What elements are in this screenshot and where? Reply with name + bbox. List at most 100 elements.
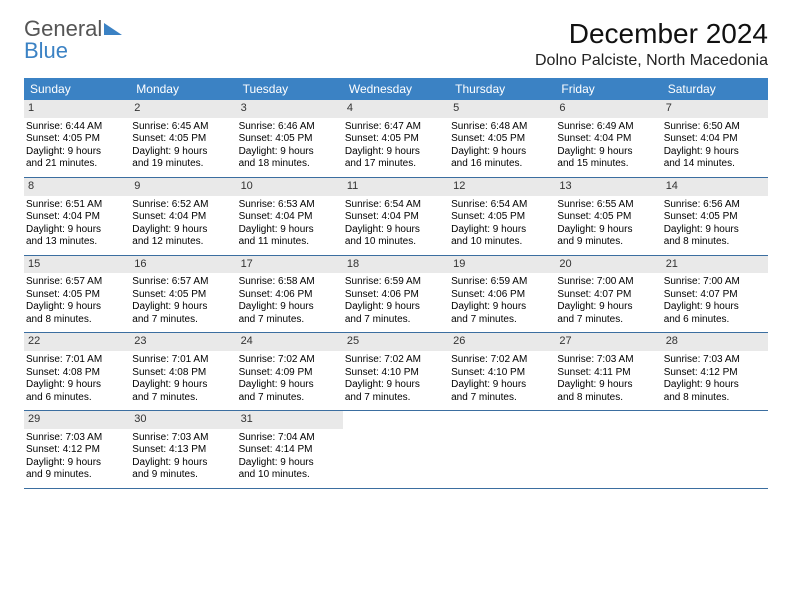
sunrise-line: Sunrise: 6:59 AM (345, 276, 447, 289)
day-number: 5 (449, 100, 555, 118)
sunrise-line: Sunrise: 7:03 AM (26, 432, 128, 445)
sunrise-line: Sunrise: 6:59 AM (451, 276, 553, 289)
day-number: 19 (449, 256, 555, 274)
calendar-day: 31Sunrise: 7:04 AMSunset: 4:14 PMDayligh… (237, 411, 343, 488)
sunset-line: Sunset: 4:04 PM (132, 211, 234, 224)
calendar-day: 6Sunrise: 6:49 AMSunset: 4:04 PMDaylight… (555, 100, 661, 177)
day-number: 2 (130, 100, 236, 118)
day-number: 9 (130, 178, 236, 196)
daylight-line-1: Daylight: 9 hours (557, 146, 659, 159)
sunset-line: Sunset: 4:08 PM (26, 367, 128, 380)
dow-cell: Saturday (662, 78, 768, 100)
sunrise-line: Sunrise: 6:47 AM (345, 121, 447, 134)
calendar-week: 29Sunrise: 7:03 AMSunset: 4:12 PMDayligh… (24, 411, 768, 489)
calendar-day: 7Sunrise: 6:50 AMSunset: 4:04 PMDaylight… (662, 100, 768, 177)
daylight-line-2: and 8 minutes. (664, 392, 766, 405)
daylight-line-2: and 6 minutes. (664, 314, 766, 327)
daylight-line-2: and 13 minutes. (26, 236, 128, 249)
dow-cell: Thursday (449, 78, 555, 100)
brand-logo: General Blue (24, 18, 122, 62)
sunrise-line: Sunrise: 6:44 AM (26, 121, 128, 134)
calendar-day (662, 411, 768, 488)
day-number: 6 (555, 100, 661, 118)
sunset-line: Sunset: 4:08 PM (132, 367, 234, 380)
daylight-line-2: and 10 minutes. (345, 236, 447, 249)
day-number: 24 (237, 333, 343, 351)
calendar-day: 16Sunrise: 6:57 AMSunset: 4:05 PMDayligh… (130, 256, 236, 333)
sunrise-line: Sunrise: 6:55 AM (557, 199, 659, 212)
daylight-line-1: Daylight: 9 hours (26, 301, 128, 314)
sunset-line: Sunset: 4:07 PM (664, 289, 766, 302)
dow-cell: Monday (130, 78, 236, 100)
calendar-day: 11Sunrise: 6:54 AMSunset: 4:04 PMDayligh… (343, 178, 449, 255)
calendar-day: 26Sunrise: 7:02 AMSunset: 4:10 PMDayligh… (449, 333, 555, 410)
daylight-line-2: and 8 minutes. (26, 314, 128, 327)
calendar-day: 22Sunrise: 7:01 AMSunset: 4:08 PMDayligh… (24, 333, 130, 410)
daylight-line-2: and 8 minutes. (557, 392, 659, 405)
sunset-line: Sunset: 4:05 PM (345, 133, 447, 146)
daylight-line-1: Daylight: 9 hours (132, 146, 234, 159)
calendar-day: 8Sunrise: 6:51 AMSunset: 4:04 PMDaylight… (24, 178, 130, 255)
calendar-day: 5Sunrise: 6:48 AMSunset: 4:05 PMDaylight… (449, 100, 555, 177)
day-number: 31 (237, 411, 343, 429)
day-number: 25 (343, 333, 449, 351)
brand-line2: Blue (24, 40, 122, 62)
sunset-line: Sunset: 4:06 PM (345, 289, 447, 302)
day-number: 8 (24, 178, 130, 196)
sunrise-line: Sunrise: 6:58 AM (239, 276, 341, 289)
title-block: December 2024 Dolno Palciste, North Mace… (535, 18, 768, 70)
calendar-day: 23Sunrise: 7:01 AMSunset: 4:08 PMDayligh… (130, 333, 236, 410)
daylight-line-2: and 7 minutes. (132, 314, 234, 327)
sunset-line: Sunset: 4:04 PM (557, 133, 659, 146)
sunrise-line: Sunrise: 7:03 AM (664, 354, 766, 367)
daylight-line-1: Daylight: 9 hours (557, 301, 659, 314)
sunset-line: Sunset: 4:05 PM (239, 133, 341, 146)
calendar-day (343, 411, 449, 488)
sunrise-line: Sunrise: 7:03 AM (557, 354, 659, 367)
sunrise-line: Sunrise: 6:57 AM (26, 276, 128, 289)
sunset-line: Sunset: 4:05 PM (132, 289, 234, 302)
daylight-line-2: and 10 minutes. (451, 236, 553, 249)
sunrise-line: Sunrise: 7:03 AM (132, 432, 234, 445)
calendar-day: 15Sunrise: 6:57 AMSunset: 4:05 PMDayligh… (24, 256, 130, 333)
daylight-line-1: Daylight: 9 hours (664, 146, 766, 159)
sunset-line: Sunset: 4:04 PM (664, 133, 766, 146)
calendar-day: 27Sunrise: 7:03 AMSunset: 4:11 PMDayligh… (555, 333, 661, 410)
daylight-line-2: and 21 minutes. (26, 158, 128, 171)
brand-line1: General (24, 18, 102, 40)
header: General Blue December 2024 Dolno Palcist… (24, 18, 768, 70)
calendar-day: 20Sunrise: 7:00 AMSunset: 4:07 PMDayligh… (555, 256, 661, 333)
daylight-line-2: and 7 minutes. (345, 314, 447, 327)
daylight-line-1: Daylight: 9 hours (239, 301, 341, 314)
sunrise-line: Sunrise: 6:45 AM (132, 121, 234, 134)
sunrise-line: Sunrise: 7:01 AM (26, 354, 128, 367)
daylight-line-1: Daylight: 9 hours (664, 224, 766, 237)
location: Dolno Palciste, North Macedonia (535, 52, 768, 70)
daylight-line-2: and 18 minutes. (239, 158, 341, 171)
calendar-week: 1Sunrise: 6:44 AMSunset: 4:05 PMDaylight… (24, 100, 768, 178)
daylight-line-2: and 17 minutes. (345, 158, 447, 171)
sunset-line: Sunset: 4:13 PM (132, 444, 234, 457)
calendar-day: 1Sunrise: 6:44 AMSunset: 4:05 PMDaylight… (24, 100, 130, 177)
dow-cell: Wednesday (343, 78, 449, 100)
sunrise-line: Sunrise: 7:04 AM (239, 432, 341, 445)
daylight-line-2: and 9 minutes. (26, 469, 128, 482)
calendar-day: 10Sunrise: 6:53 AMSunset: 4:04 PMDayligh… (237, 178, 343, 255)
daylight-line-1: Daylight: 9 hours (345, 146, 447, 159)
calendar-day: 28Sunrise: 7:03 AMSunset: 4:12 PMDayligh… (662, 333, 768, 410)
daylight-line-2: and 14 minutes. (664, 158, 766, 171)
calendar-week: 8Sunrise: 6:51 AMSunset: 4:04 PMDaylight… (24, 178, 768, 256)
calendar-day: 18Sunrise: 6:59 AMSunset: 4:06 PMDayligh… (343, 256, 449, 333)
daylight-line-2: and 7 minutes. (239, 314, 341, 327)
daylight-line-1: Daylight: 9 hours (239, 224, 341, 237)
day-number: 29 (24, 411, 130, 429)
calendar-day: 12Sunrise: 6:54 AMSunset: 4:05 PMDayligh… (449, 178, 555, 255)
daylight-line-1: Daylight: 9 hours (451, 301, 553, 314)
daylight-line-1: Daylight: 9 hours (664, 301, 766, 314)
calendar-day: 29Sunrise: 7:03 AMSunset: 4:12 PMDayligh… (24, 411, 130, 488)
daylight-line-1: Daylight: 9 hours (557, 224, 659, 237)
sunset-line: Sunset: 4:05 PM (26, 289, 128, 302)
calendar-week: 22Sunrise: 7:01 AMSunset: 4:08 PMDayligh… (24, 333, 768, 411)
calendar-day: 9Sunrise: 6:52 AMSunset: 4:04 PMDaylight… (130, 178, 236, 255)
sunset-line: Sunset: 4:05 PM (132, 133, 234, 146)
